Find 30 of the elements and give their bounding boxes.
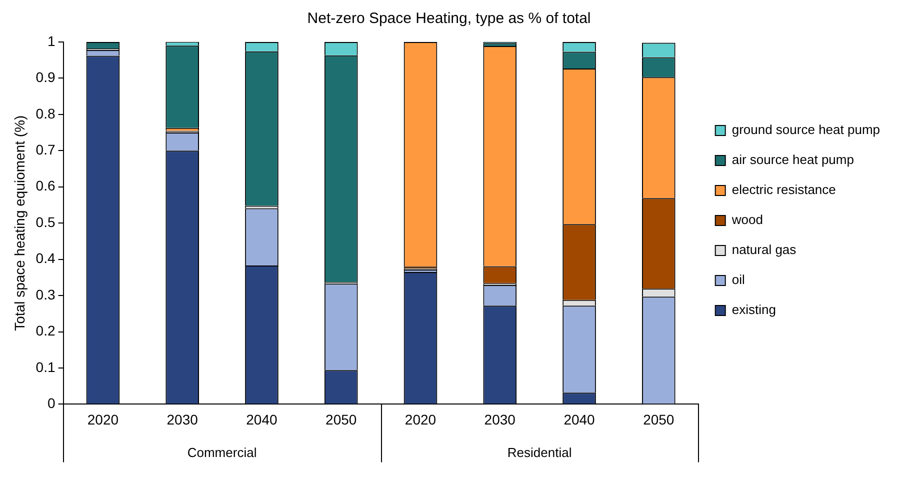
y-tick-label: 0.6	[36, 178, 56, 194]
y-tick-label: 0.1	[36, 358, 56, 375]
y-tick-label: 0.3	[36, 286, 56, 302]
y-tick-label: 0.4	[36, 250, 56, 266]
y-tick-label: 0	[47, 395, 56, 412]
x-tick-label: 2050	[643, 411, 674, 428]
legend-label: wood	[730, 212, 763, 228]
y-tick-label: 0.7	[36, 142, 56, 158]
y-axis-title: Total space heating equioment (%)	[11, 115, 28, 331]
legend-label: electric resistance	[732, 182, 836, 198]
y-tick-label: 0.2	[36, 322, 56, 339]
legend-label: ground source heat pump	[732, 122, 880, 138]
text: Residential	[507, 444, 572, 460]
legend-label: natural gas	[732, 242, 797, 258]
x-tick-label: 2040	[246, 411, 278, 428]
x-tick-label: 2030	[484, 411, 516, 428]
x-tick-label: 2050	[326, 411, 357, 428]
x-tick-label: 2020	[87, 411, 119, 428]
y-tick-label: 0.9	[36, 69, 56, 86]
x-tick-label: 2040	[564, 411, 596, 428]
y-tick-label: 1	[47, 32, 56, 49]
text: Commercial	[187, 444, 257, 460]
x-tick-label: 2030	[166, 411, 198, 428]
legend-label: existing	[732, 302, 776, 318]
chart-title: Net-zero Space Heating, type as % of total	[307, 10, 591, 28]
legend-label: oil	[732, 272, 745, 288]
legend-label: air source heat pump	[732, 152, 854, 168]
x-tick-label: 2020	[404, 411, 436, 428]
y-tick-label: 0.5	[36, 214, 56, 230]
y-tick-label: 0.8	[36, 105, 56, 122]
